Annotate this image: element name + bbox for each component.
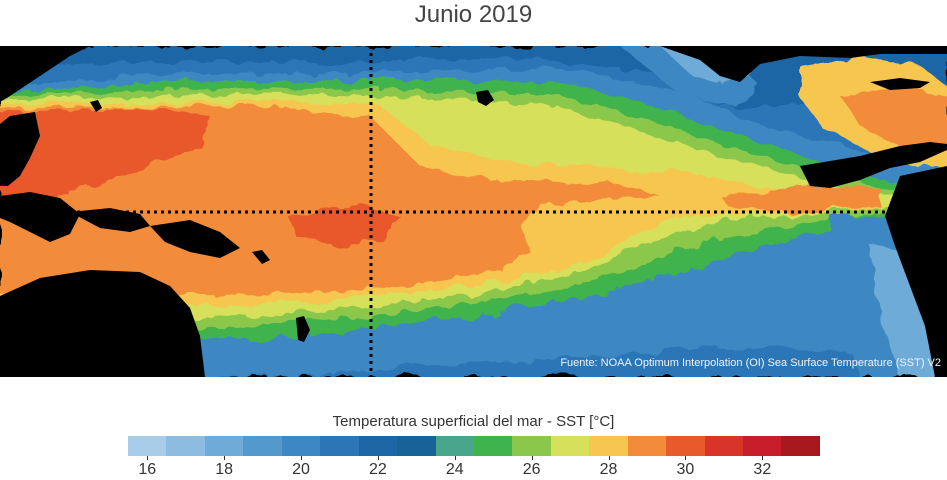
colorbar-tick bbox=[454, 456, 456, 460]
colorbar-tick-label: 16 bbox=[138, 461, 157, 478]
colorbar-tick-label: 22 bbox=[368, 461, 387, 478]
map-title: Junio 2019 bbox=[414, 1, 533, 28]
colorbar-swatch bbox=[243, 436, 282, 456]
sst-band-29-caribbean bbox=[840, 86, 947, 146]
colorbar-swatch bbox=[320, 436, 359, 456]
source-credit: Fuente: NOAA Optimum Interpolation (OI) … bbox=[560, 357, 941, 369]
colorbar-swatch bbox=[743, 436, 782, 456]
colorbar bbox=[128, 436, 820, 456]
colorbar-tick-label: 18 bbox=[215, 461, 233, 478]
colorbar-tick bbox=[762, 456, 764, 460]
land-islands bbox=[70, 208, 150, 232]
land-hawaii bbox=[476, 90, 494, 106]
land-asia bbox=[0, 46, 90, 102]
colorbar-label: Temperatura superficial del mar - SST [°… bbox=[332, 413, 615, 430]
land-new-zealand-north bbox=[296, 316, 310, 342]
colorbar-swatch bbox=[589, 436, 628, 456]
colorbar-tick bbox=[608, 456, 610, 460]
colorbar-tick bbox=[224, 456, 226, 460]
colorbar-ticks: 16 18 20 22 24 26 28 30 32 bbox=[128, 456, 820, 480]
colorbar-swatch bbox=[666, 436, 705, 456]
land-south-america bbox=[885, 166, 947, 377]
colorbar-tick bbox=[301, 456, 302, 460]
colorbar-swatch bbox=[166, 436, 205, 456]
colorbar-tick bbox=[531, 456, 533, 460]
landmasses bbox=[0, 46, 947, 377]
land-new-guinea bbox=[150, 220, 240, 258]
colorbar-swatch bbox=[512, 436, 551, 456]
sst-band-29-east bbox=[720, 186, 880, 212]
land-cuba bbox=[870, 78, 930, 90]
land-philippines bbox=[0, 112, 40, 186]
colorbar-tick bbox=[377, 456, 379, 460]
sst-band-30-warmpool bbox=[0, 108, 210, 216]
colorbar-swatch bbox=[473, 436, 513, 456]
colorbar-swatch bbox=[550, 436, 590, 456]
colorbar-swatch bbox=[358, 436, 398, 456]
land-australia bbox=[0, 270, 205, 377]
colorbar-tick-label: 28 bbox=[599, 461, 618, 478]
colorbar-tick bbox=[685, 456, 687, 460]
colorbar-tick bbox=[147, 456, 149, 460]
colorbar-swatch bbox=[781, 436, 820, 456]
sst-map: Fuente: NOAA Optimum Interpolation (OI) … bbox=[0, 46, 947, 377]
sst-map-graphic bbox=[0, 46, 947, 377]
land-north-america bbox=[660, 46, 947, 82]
colorbar-swatch bbox=[204, 436, 244, 456]
colorbar-swatch bbox=[397, 436, 436, 456]
colorbar-tick-label: 30 bbox=[676, 461, 695, 478]
land-solomon-islands bbox=[252, 250, 270, 264]
colorbar-swatch bbox=[128, 436, 167, 456]
colorbar-swatch bbox=[435, 436, 474, 456]
land-marianas bbox=[90, 100, 102, 112]
land-borneo-sulawesi bbox=[0, 192, 80, 242]
colorbar-swatch bbox=[704, 436, 743, 456]
colorbar-tick-label: 24 bbox=[445, 461, 464, 478]
reference-lines bbox=[0, 46, 947, 377]
land-central-america bbox=[800, 142, 947, 188]
colorbar-tick-label: 32 bbox=[753, 461, 772, 478]
colorbar-swatch bbox=[627, 436, 667, 456]
colorbar-swatch bbox=[281, 436, 321, 456]
colorbar-tick-label: 20 bbox=[292, 461, 310, 478]
colorbar-tick-label: 26 bbox=[522, 461, 541, 478]
